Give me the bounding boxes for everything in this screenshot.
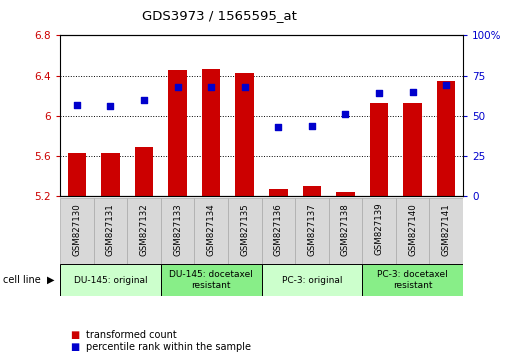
Point (274, 124, 282, 130)
Text: GSM827132: GSM827132 (140, 203, 149, 256)
Bar (362, 198, 396, 264)
Text: GDS3973 / 1565595_at: GDS3973 / 1565595_at (142, 9, 297, 22)
Bar (101, 153, 120, 196)
Bar (262, 264, 362, 296)
Bar (396, 198, 429, 264)
Bar (161, 264, 262, 296)
Text: DU-145: docetaxel
resistant: DU-145: docetaxel resistant (169, 270, 253, 290)
Text: PC-3: docetaxel
resistant: PC-3: docetaxel resistant (377, 270, 448, 290)
Point (308, 123, 316, 129)
Bar (328, 198, 362, 264)
Text: ■: ■ (71, 330, 80, 339)
Bar (269, 189, 288, 196)
Bar (437, 81, 456, 196)
Text: GSM827141: GSM827141 (441, 203, 451, 256)
Text: ■: ■ (71, 342, 80, 352)
Bar (370, 103, 388, 196)
Point (174, 84, 182, 90)
Bar (295, 198, 328, 264)
Text: GSM827133: GSM827133 (173, 203, 182, 256)
Bar (336, 193, 355, 196)
Text: cell line  ▶: cell line ▶ (3, 275, 54, 285)
Bar (168, 70, 187, 196)
Text: GSM827131: GSM827131 (106, 203, 115, 256)
Point (442, 82, 450, 88)
Text: GSM827130: GSM827130 (72, 203, 82, 256)
Point (73, 102, 81, 108)
Point (106, 103, 115, 109)
Text: transformed count: transformed count (86, 330, 177, 339)
Bar (228, 198, 262, 264)
Point (375, 91, 383, 96)
Bar (235, 73, 254, 196)
Text: DU-145: original: DU-145: original (74, 275, 147, 285)
Bar (161, 198, 195, 264)
Text: GSM827135: GSM827135 (240, 203, 249, 256)
Text: GSM827138: GSM827138 (341, 203, 350, 256)
Text: percentile rank within the sample: percentile rank within the sample (86, 342, 251, 352)
Point (241, 84, 249, 90)
Point (408, 89, 417, 95)
Bar (362, 264, 463, 296)
Bar (127, 198, 161, 264)
Bar (303, 187, 321, 196)
Bar (403, 103, 422, 196)
Text: GSM827136: GSM827136 (274, 203, 283, 256)
Text: PC-3: original: PC-3: original (281, 275, 342, 285)
Bar (60, 264, 161, 296)
Bar (202, 69, 220, 196)
Bar (94, 198, 127, 264)
Bar (195, 198, 228, 264)
Bar (262, 198, 295, 264)
Bar (429, 198, 463, 264)
Point (140, 97, 148, 103)
Bar (60, 198, 94, 264)
Text: GSM827139: GSM827139 (374, 203, 383, 256)
Text: GSM827134: GSM827134 (207, 203, 215, 256)
Bar (135, 147, 153, 196)
Text: GSM827137: GSM827137 (308, 203, 316, 256)
Bar (67, 153, 86, 196)
Point (341, 112, 349, 117)
Point (207, 84, 215, 90)
Text: GSM827140: GSM827140 (408, 203, 417, 256)
